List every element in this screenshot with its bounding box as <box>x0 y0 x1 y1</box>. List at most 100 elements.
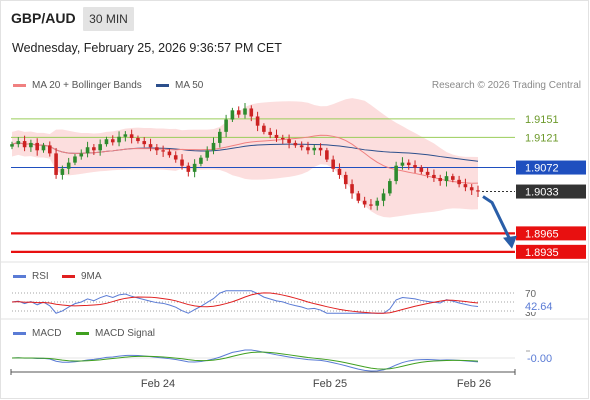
candle-body-71 <box>457 179 461 185</box>
rsi-swatch <box>13 275 26 278</box>
candle-body-43 <box>280 138 285 140</box>
candle-body-2 <box>22 141 27 148</box>
candle-body-13 <box>92 147 96 151</box>
candle-body-69 <box>444 176 449 182</box>
rsi-current-label: 42.64 <box>525 301 553 313</box>
macd-signal-swatch <box>76 332 89 335</box>
ma50-swatch <box>156 84 169 87</box>
level-label-5: 1.8935 <box>525 247 559 259</box>
candle-body-29 <box>192 163 197 172</box>
candle-body-47 <box>306 147 310 151</box>
legend-ma20: MA 20 + Bollinger Bands <box>13 80 142 91</box>
macd-swatch <box>13 332 26 335</box>
level-label-3: 1.9033 <box>525 187 559 199</box>
legend-macd: MACD <box>13 328 61 339</box>
candle-body-66 <box>425 171 430 175</box>
candle-body-5 <box>41 145 46 151</box>
level-tag-4 <box>516 226 586 241</box>
candle-body-45 <box>293 142 298 146</box>
candle-body-37 <box>243 108 247 115</box>
candle-body-10 <box>73 156 77 163</box>
candle-body-44 <box>287 139 291 143</box>
rsi-tick-30: 30 <box>525 308 537 319</box>
candle-body-16 <box>110 139 115 143</box>
candle-body-24 <box>161 150 165 152</box>
candle-body-11 <box>79 153 84 157</box>
ma20-line <box>11 134 479 184</box>
rsi-tick-70: 70 <box>525 289 537 300</box>
x-tick-label-2: Feb 26 <box>457 378 491 390</box>
candle-body-74 <box>476 190 480 192</box>
candle-body-68 <box>438 178 443 182</box>
candle-body-64 <box>413 165 417 168</box>
candle-body-41 <box>268 131 272 135</box>
candle-body-40 <box>262 125 266 132</box>
candle-body-9 <box>66 162 71 169</box>
candle-body-60 <box>388 181 392 194</box>
candles <box>10 103 480 211</box>
rsi-current-bg <box>523 300 557 312</box>
x-tick-label-0: Feb 24 <box>141 378 175 390</box>
candle-body-31 <box>205 150 210 158</box>
candle-body-50 <box>325 150 329 160</box>
x-tick-label-1: Feb 25 <box>313 378 347 390</box>
candle-body-4 <box>35 142 39 151</box>
rsi-ma-line <box>11 292 479 314</box>
research-credit: Research © 2026 Trading Central <box>431 80 581 91</box>
candle-body-42 <box>274 134 279 138</box>
candle-body-49 <box>318 147 323 151</box>
macd-line <box>11 349 479 372</box>
candle-body-17 <box>117 136 121 143</box>
candle-body-20 <box>136 138 140 142</box>
macd-signal-line <box>11 351 479 370</box>
candle-body-18 <box>123 134 128 137</box>
candle-body-51 <box>331 159 335 169</box>
candle-body-46 <box>299 145 304 148</box>
candle-body-63 <box>406 162 411 166</box>
level-label-1: 1.9121 <box>525 132 559 144</box>
candle-body-1 <box>16 141 21 145</box>
candle-body-30 <box>199 157 203 164</box>
candle-body-0 <box>10 144 14 147</box>
candle-body-12 <box>85 147 90 154</box>
rsi-line <box>11 290 479 314</box>
forecast-arrow-shaft <box>482 195 512 241</box>
level-label-0: 1.9151 <box>525 114 559 126</box>
candle-body-73 <box>469 187 474 191</box>
legend-macd-signal-label: MACD Signal <box>95 328 156 339</box>
candle-body-19 <box>129 134 134 138</box>
ma20-swatch <box>13 84 26 87</box>
candle-body-57 <box>369 204 373 206</box>
candle-body-22 <box>148 144 153 148</box>
bollinger-band <box>12 98 478 218</box>
level-label-4: 1.8965 <box>525 228 559 240</box>
candle-body-48 <box>312 147 317 151</box>
candle-body-36 <box>236 110 241 115</box>
datetime-label: Wednesday, February 25, 2026 9:36:57 PM … <box>12 41 282 55</box>
candle-body-23 <box>155 147 159 151</box>
candle-body-25 <box>167 151 172 156</box>
candle-body-62 <box>400 162 405 166</box>
candle-body-8 <box>60 168 65 175</box>
candle-body-70 <box>451 176 455 180</box>
candle-body-7 <box>54 153 58 175</box>
level-tag-3 <box>516 184 586 199</box>
candle-body-58 <box>375 200 380 206</box>
legend-ma50: MA 50 <box>156 80 203 91</box>
candle-body-3 <box>29 142 33 148</box>
candle-body-52 <box>337 168 342 175</box>
candle-body-32 <box>211 142 216 151</box>
level-tag-5 <box>516 244 586 259</box>
candle-body-35 <box>230 110 235 120</box>
candle-body-33 <box>218 131 222 143</box>
candle-body-28 <box>186 165 191 172</box>
timeframe-button[interactable]: 30 MIN <box>83 7 134 31</box>
candle-body-21 <box>142 141 147 145</box>
legend-rsi-ma: 9MA <box>62 271 102 282</box>
forecast-arrow-head <box>503 235 517 249</box>
candle-body-34 <box>224 119 228 132</box>
candle-body-26 <box>173 155 178 160</box>
legend-macd-signal: MACD Signal <box>76 328 155 339</box>
legend-rsi-ma-label: 9MA <box>81 271 102 282</box>
